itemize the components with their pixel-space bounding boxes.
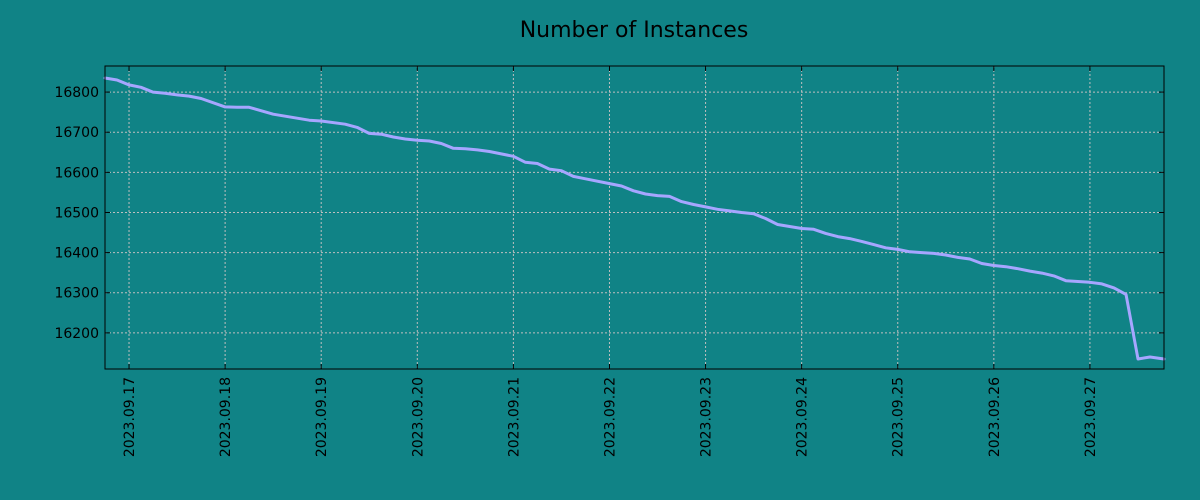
plot-frame — [104, 65, 1165, 370]
y-tick-label: 16800 — [54, 85, 99, 101]
x-tick-label: 2023.09.26 — [987, 377, 1003, 457]
y-tick-label: 16400 — [54, 246, 99, 262]
chart-title: Number of Instances — [520, 18, 749, 43]
grid-layer — [105, 66, 1164, 369]
x-tick-label: 2023.09.18 — [218, 377, 234, 457]
x-tick-label: 2023.09.24 — [795, 377, 811, 457]
x-tick-label: 2023.09.20 — [410, 377, 426, 457]
y-tick-label: 16300 — [54, 286, 99, 302]
series-line — [103, 76, 1166, 361]
y-tick-label: 16600 — [54, 165, 99, 181]
x-axis: 2023.09.17 2023.09.18 2023.09.19 2023.09.20… — [122, 66, 1099, 457]
x-tick-label: 2023.09.27 — [1083, 377, 1099, 457]
series-layer — [103, 76, 1166, 361]
y-tick-label: 16700 — [54, 125, 99, 141]
y-axis: 16200 16300 16400 16500 16600 16700 16800 — [54, 85, 1164, 342]
x-tick-label: 2023.09.19 — [314, 377, 330, 457]
x-tick-label: 2023.09.21 — [506, 377, 522, 457]
y-tick-label: 16500 — [54, 205, 99, 221]
x-tick-label: 2023.09.23 — [699, 377, 715, 457]
x-tick-label: 2023.09.22 — [602, 377, 618, 457]
x-tick-label: 2023.09.25 — [891, 377, 907, 457]
x-tick-label: 2023.09.17 — [122, 377, 138, 457]
y-tick-label: 16200 — [54, 326, 99, 342]
